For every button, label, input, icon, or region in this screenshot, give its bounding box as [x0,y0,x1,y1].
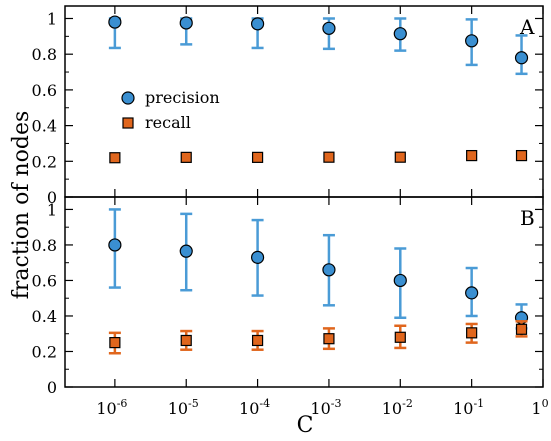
y-tick-label: 0 [47,378,57,397]
y-tick-label: 1 [47,200,57,219]
x-tick-label: 10-4 [239,397,270,418]
y-tick-label: 0.8 [32,236,57,255]
data-point-precision [108,15,122,29]
legend-marker-recall [122,117,134,129]
x-tick-label: 10-3 [310,397,341,418]
y-tick-label: 0.8 [32,45,57,64]
panel-label: A [519,15,535,39]
data-point-precision [250,250,265,264]
legend: precision recall [121,88,220,132]
y-tick-label: 0.6 [32,81,57,100]
y-tick-label: 0.2 [32,342,57,361]
panel-frame [64,196,544,388]
data-point-precision [179,244,193,258]
x-tick-label: 10 [531,397,548,418]
x-tick-label: 10-5 [168,397,199,418]
x-axis: 10-6 10-5 10-4 10-3 10-2 10-1 10 [96,397,548,418]
y-tick-label: 0.6 [32,271,57,290]
y-tick-label: 0 [47,188,57,207]
data-point-precision [465,34,479,48]
data-point-recall [180,151,192,163]
legend-label-recall: recall [145,113,191,132]
data-point-recall [466,327,478,339]
data-point-recall [394,151,406,163]
x-tick-label: 10-2 [382,397,413,418]
y-axis-label: fraction of nodes [9,111,34,300]
data-point-precision [322,263,336,277]
data-point-recall [109,337,121,349]
series-precision [108,208,529,330]
x-axis-label: C [297,413,314,438]
legend-label-precision: precision [145,88,220,107]
series-recall [108,320,528,355]
series-precision [108,15,529,76]
data-point-recall [180,334,192,347]
data-point-precision [108,238,122,252]
data-point-recall [251,334,264,347]
y-tick-label: 0.4 [32,307,57,326]
data-point-recall [394,331,406,343]
y-tick-label: 0.2 [32,152,57,171]
panel-b: 0 0.2 0.4 0.6 0.8 1 B [32,196,544,397]
data-point-precision [250,17,265,31]
data-point-precision [322,21,336,35]
data-point-precision [179,16,193,30]
data-point-recall [323,151,335,163]
legend-marker-precision [121,91,135,105]
y-tick-label: 0.4 [32,117,57,136]
data-point-recall [515,323,528,335]
y-tick-label: 1 [47,9,57,28]
panel-label: B [520,206,535,230]
data-point-precision [393,27,407,41]
data-point-recall [109,152,121,164]
data-point-recall [251,151,264,163]
data-point-recall [466,149,478,162]
x-tick-label: 10-6 [96,397,127,418]
panel-a: 0 0.2 0.4 0.6 0.8 1 A [32,5,544,207]
data-point-precision [393,273,407,288]
data-point-precision [514,51,529,65]
data-point-recall [323,333,335,345]
chart-panels: 0 0.2 0.4 0.6 0.8 1 A 0 0.2 0.4 0.6 0.8 1 B [32,5,544,397]
data-point-precision [465,286,479,300]
x-tick-label: 10-1 [453,397,484,418]
data-point-recall [515,149,528,162]
series-recall [109,149,528,164]
